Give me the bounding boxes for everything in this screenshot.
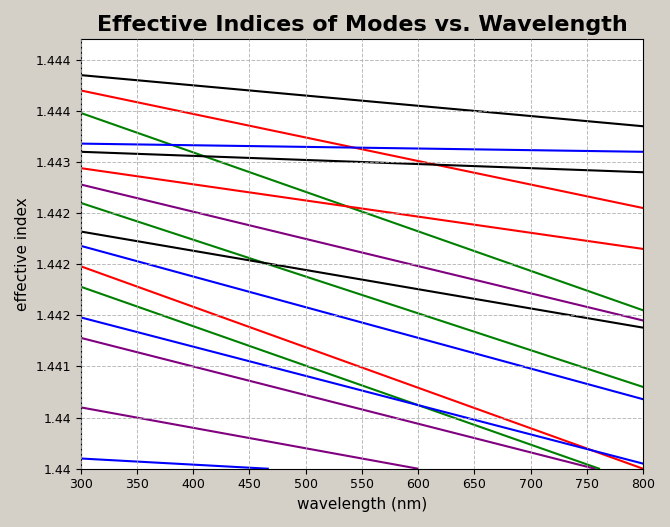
X-axis label: wavelength (nm): wavelength (nm) <box>297 497 427 512</box>
Y-axis label: effective index: effective index <box>15 197 30 311</box>
Title: Effective Indices of Modes vs. Wavelength: Effective Indices of Modes vs. Wavelengt… <box>96 15 627 35</box>
